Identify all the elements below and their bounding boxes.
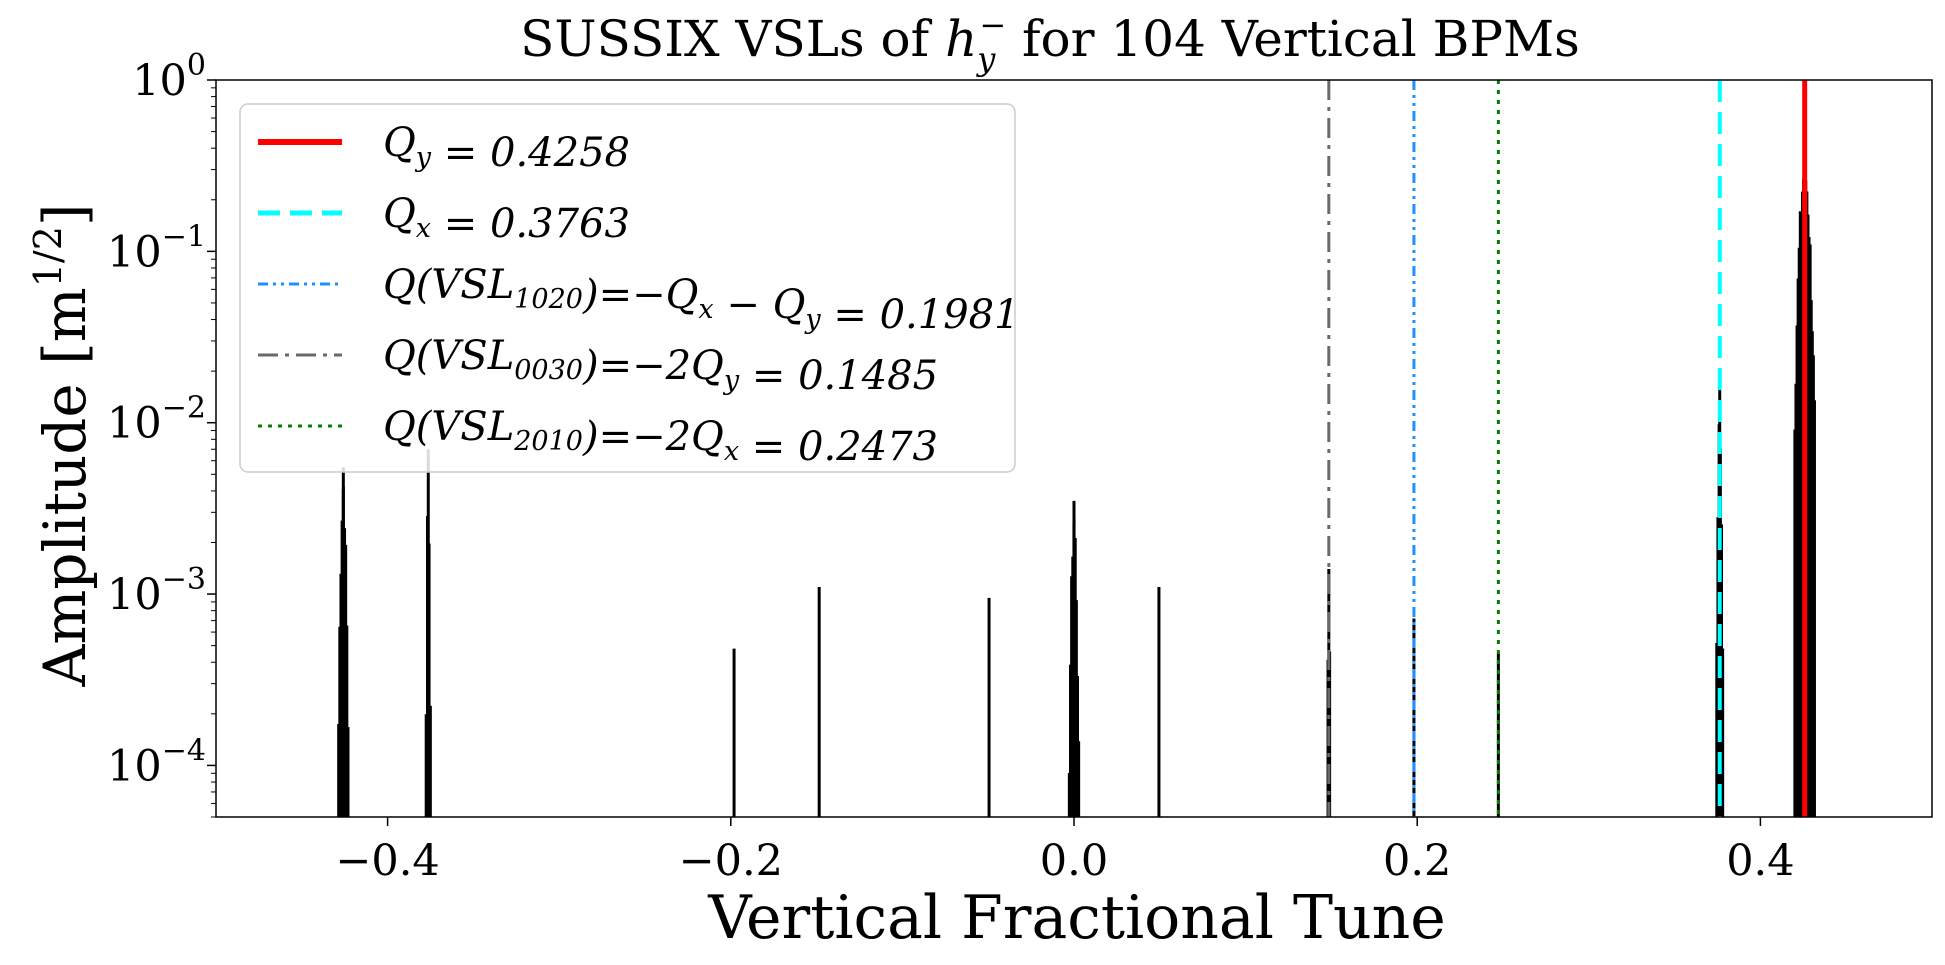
y-tick-label: 100 <box>132 48 206 106</box>
chart-title-suffix: for 104 Vertical BPMs <box>1006 10 1580 68</box>
x-tick-label: 0.0 <box>1040 836 1108 886</box>
chart-title: SUSSIX VSLs of hy− for 104 Vertical BPMs <box>520 6 1580 78</box>
spectrum-cluster <box>817 586 821 817</box>
spectrum-cluster <box>424 449 432 817</box>
spectrum-cluster <box>1067 500 1081 817</box>
chart-title-sub: y <box>975 40 996 78</box>
y-tick-label: 10−1 <box>107 219 206 277</box>
spectrum-cluster <box>987 597 991 817</box>
spectrum-cluster <box>1157 586 1161 817</box>
y-tick-label: 10−4 <box>107 733 206 791</box>
y-axis-label-close: ] <box>31 203 99 226</box>
spectrum-cluster <box>337 467 350 817</box>
chart-title-var: h <box>945 10 977 68</box>
x-tick-label: 0.2 <box>1383 836 1451 886</box>
legend-label: Q(VSL0030)=−2Qy = 0.1485 <box>383 333 938 399</box>
x-axis-label: Vertical Fractional Tune <box>707 883 1446 953</box>
legend-label: Q(VSL1020)=−Qx − Qy = 0.1981 <box>383 262 1020 338</box>
legend-label: Q(VSL2010)=−2Qx = 0.2473 <box>383 404 938 470</box>
legend: Qy = 0.4258 Qx = 0.3763 Q(VSL1020)=−Qx − Q… <box>239 103 1020 473</box>
chart-title-prefix: SUSSIX VSLs of <box>520 10 945 68</box>
spectrum-cluster <box>732 648 736 817</box>
y-tick-label: 10−2 <box>107 391 206 449</box>
y-axis-label: Amplitude [m1/2] <box>26 203 99 687</box>
y-axis-label-base: Amplitude [m <box>31 287 99 687</box>
plot-area: −0.4 −0.2 0.0 0.2 0.4 10−4 10−3 10−2 10−1 100 Qy =… <box>107 48 1933 886</box>
legend-label: Qy = 0.4258 <box>383 120 630 176</box>
legend-box <box>239 103 1016 473</box>
x-tick-label: −0.2 <box>679 836 783 886</box>
y-tick-label: 10−3 <box>107 562 206 620</box>
x-tick-label: 0.4 <box>1726 836 1794 886</box>
x-tick-label: −0.4 <box>335 836 439 886</box>
chart-title-sup: − <box>979 6 1006 44</box>
y-axis-label-sup: 1/2 <box>26 226 70 287</box>
legend-label: Qx = 0.3763 <box>383 191 630 247</box>
